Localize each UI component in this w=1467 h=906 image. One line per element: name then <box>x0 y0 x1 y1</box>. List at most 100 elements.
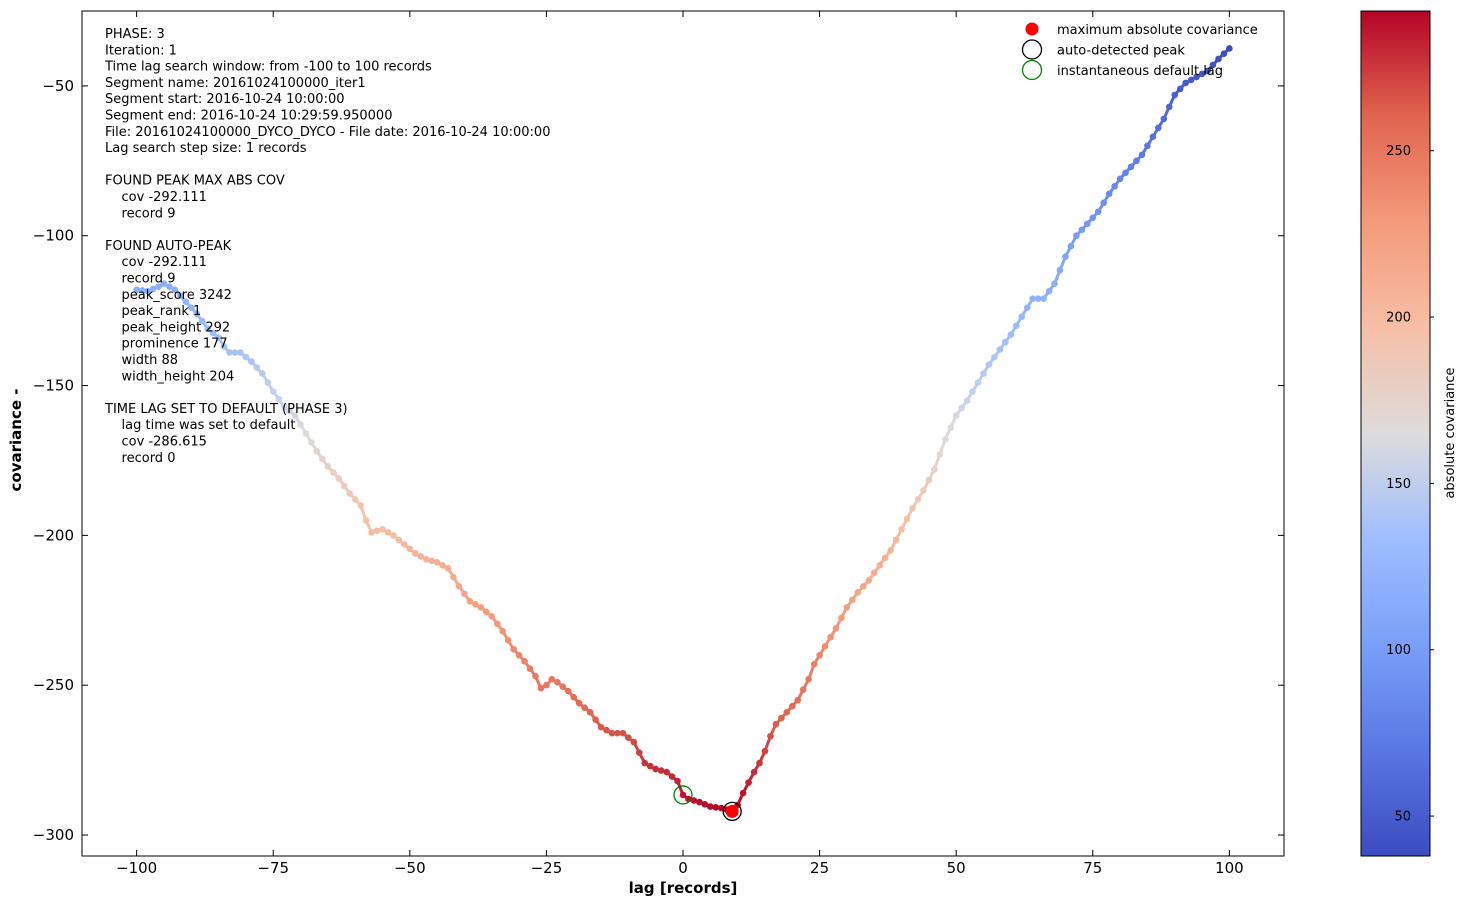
data-point <box>1127 163 1135 171</box>
data-point <box>931 466 938 473</box>
info-text-line: FOUND AUTO-PEAK <box>105 239 232 254</box>
data-point <box>499 627 507 635</box>
legend-label: auto-detected peak <box>1057 44 1185 59</box>
data-point <box>739 789 747 797</box>
data-point <box>985 361 993 368</box>
data-point <box>1002 338 1009 346</box>
legend-marker <box>1021 39 1043 60</box>
data-point <box>1078 226 1086 234</box>
data-point <box>712 804 720 811</box>
data-point <box>543 681 550 689</box>
data-point <box>1122 169 1129 177</box>
data-point <box>346 490 354 497</box>
marker-layer <box>673 785 742 822</box>
legend-marker <box>1021 59 1043 81</box>
data-point <box>1204 67 1211 75</box>
data-point <box>286 407 293 415</box>
data-point <box>827 633 834 641</box>
data-point <box>947 424 955 431</box>
info-text-line: peak_rank 1 <box>105 304 201 319</box>
x-tick-label: 25 <box>810 859 829 877</box>
data-point <box>991 353 998 361</box>
data-point <box>171 286 179 293</box>
data-point <box>778 714 785 722</box>
data-point <box>1215 55 1222 63</box>
data-point <box>248 358 255 365</box>
colorbar <box>1360 10 1431 857</box>
data-point <box>838 614 845 622</box>
data-point <box>849 596 856 604</box>
data-point <box>832 624 840 632</box>
info-text-line: record 9 <box>105 272 175 287</box>
auto-peak-marker <box>722 801 742 822</box>
data-point <box>592 716 599 723</box>
data-point <box>750 768 758 776</box>
y-tick-label: −250 <box>33 676 74 694</box>
data-point <box>909 505 916 512</box>
y-axis-title: covariance - <box>7 389 25 492</box>
data-point <box>1051 280 1058 287</box>
data-point <box>319 455 326 463</box>
data-point <box>1187 76 1195 84</box>
data-point <box>570 693 578 701</box>
info-text-line: Iteration: 1 <box>105 43 177 58</box>
y-tick-label: −50 <box>42 77 74 95</box>
data-point <box>701 801 709 808</box>
data-point <box>209 329 217 337</box>
data-point <box>1193 73 1200 81</box>
data-point <box>472 600 479 608</box>
data-point <box>291 412 299 419</box>
data-point <box>302 430 310 437</box>
data-point <box>198 317 206 325</box>
data-point <box>504 636 512 644</box>
data-point <box>887 547 894 554</box>
data-point <box>690 797 698 804</box>
data-point <box>1094 208 1102 216</box>
data-point <box>1105 190 1113 198</box>
data-point <box>259 370 266 377</box>
data-point <box>608 729 616 737</box>
colorbar-tick-label: 50 <box>1394 810 1411 825</box>
data-point <box>614 729 621 737</box>
data-point <box>772 720 780 728</box>
data-point <box>1062 253 1069 261</box>
y-tick-label: −150 <box>33 377 74 395</box>
data-point <box>1165 103 1173 111</box>
data-point <box>280 403 288 410</box>
data-point <box>226 349 233 356</box>
data-point <box>439 562 446 569</box>
x-tick-label: −100 <box>116 859 157 877</box>
data-point <box>466 598 474 605</box>
data-point <box>860 583 867 590</box>
info-text-line: peak_score 3242 <box>105 288 232 303</box>
info-text-line: prominence 177 <box>105 337 228 352</box>
data-point <box>526 665 534 673</box>
data-point <box>149 285 157 293</box>
data-point <box>324 463 332 470</box>
info-text-line: record 9 <box>105 206 175 221</box>
data-point <box>821 642 829 650</box>
info-text-line: cov -286.615 <box>105 435 207 450</box>
data-point <box>767 732 774 740</box>
data-point <box>1198 70 1206 78</box>
data-point <box>461 590 468 598</box>
data-point <box>581 704 588 711</box>
data-point <box>630 738 638 746</box>
data-point <box>619 729 627 737</box>
data-point <box>1160 115 1168 123</box>
info-text-line: lag time was set to default <box>105 418 295 433</box>
data-point <box>799 686 807 693</box>
info-text-line: cov -292.111 <box>105 190 207 205</box>
data-point <box>1226 45 1233 52</box>
data-point <box>783 708 791 716</box>
x-tick-label: −50 <box>394 859 426 877</box>
data-point <box>679 791 687 799</box>
info-text-line: Time lag search window: from -100 to 100… <box>104 60 432 75</box>
data-point <box>1133 157 1140 165</box>
data-point <box>264 379 272 386</box>
data-point <box>444 565 452 572</box>
data-point <box>1116 175 1124 183</box>
data-point <box>843 603 851 611</box>
data-point <box>548 675 556 683</box>
